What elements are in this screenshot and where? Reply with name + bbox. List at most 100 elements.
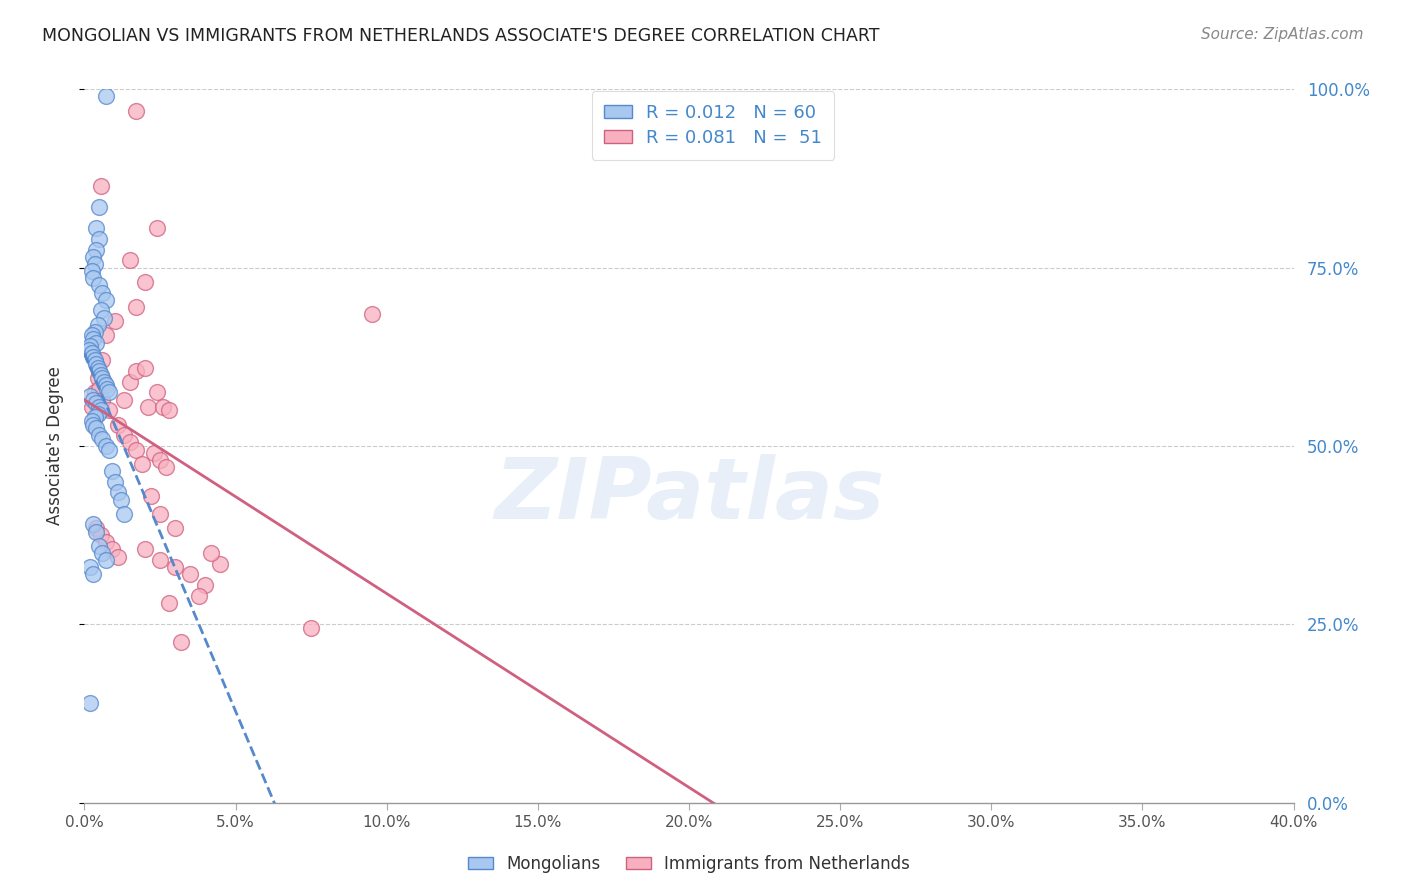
Point bbox=[200, 546, 222, 560]
Point bbox=[84, 325, 107, 339]
Point bbox=[179, 567, 201, 582]
Point bbox=[86, 524, 108, 539]
Point bbox=[139, 489, 162, 503]
Point bbox=[136, 400, 159, 414]
Point bbox=[82, 417, 104, 432]
Point bbox=[79, 560, 101, 574]
Point bbox=[188, 589, 211, 603]
Point bbox=[89, 428, 111, 442]
Point bbox=[91, 432, 114, 446]
Point bbox=[209, 557, 232, 571]
Point bbox=[97, 385, 120, 400]
Point bbox=[80, 400, 103, 414]
Point bbox=[80, 264, 103, 278]
Text: ZIPatlas: ZIPatlas bbox=[494, 454, 884, 538]
Point bbox=[155, 460, 177, 475]
Point bbox=[149, 453, 172, 467]
Point bbox=[90, 303, 112, 318]
Point bbox=[86, 221, 108, 235]
Point bbox=[86, 243, 108, 257]
Point bbox=[84, 385, 107, 400]
Point bbox=[91, 285, 114, 300]
Point bbox=[94, 535, 117, 549]
Text: Source: ZipAtlas.com: Source: ZipAtlas.com bbox=[1201, 27, 1364, 42]
Point bbox=[82, 271, 104, 285]
Point bbox=[82, 350, 104, 364]
Point bbox=[165, 521, 187, 535]
Point bbox=[94, 378, 117, 392]
Point bbox=[125, 300, 148, 314]
Point bbox=[125, 442, 148, 457]
Point bbox=[100, 464, 122, 478]
Point bbox=[93, 375, 115, 389]
Point bbox=[97, 442, 120, 457]
Point bbox=[112, 392, 135, 407]
Point bbox=[299, 621, 322, 635]
Legend: Mongolians, Immigrants from Netherlands: Mongolians, Immigrants from Netherlands bbox=[461, 848, 917, 880]
Point bbox=[142, 446, 165, 460]
Point bbox=[79, 339, 101, 353]
Point bbox=[146, 385, 169, 400]
Point bbox=[80, 346, 103, 360]
Point bbox=[165, 560, 187, 574]
Point bbox=[149, 553, 172, 567]
Point bbox=[107, 485, 129, 500]
Point bbox=[87, 360, 110, 375]
Point bbox=[125, 364, 148, 378]
Point bbox=[112, 507, 135, 521]
Point bbox=[131, 457, 153, 471]
Point bbox=[86, 521, 108, 535]
Point bbox=[84, 257, 107, 271]
Point bbox=[149, 507, 172, 521]
Point bbox=[87, 318, 110, 332]
Point bbox=[80, 328, 103, 343]
Point bbox=[170, 635, 193, 649]
Point bbox=[112, 428, 135, 442]
Point bbox=[77, 343, 100, 357]
Point bbox=[89, 364, 111, 378]
Point bbox=[90, 368, 112, 382]
Point bbox=[89, 278, 111, 293]
Point bbox=[194, 578, 217, 592]
Point bbox=[93, 310, 115, 325]
Point bbox=[134, 275, 156, 289]
Point bbox=[118, 375, 141, 389]
Point bbox=[79, 696, 101, 710]
Point bbox=[91, 546, 114, 560]
Point bbox=[94, 293, 117, 307]
Point bbox=[94, 89, 117, 103]
Point bbox=[89, 400, 111, 414]
Point bbox=[134, 542, 156, 557]
Point bbox=[89, 232, 111, 246]
Point bbox=[94, 553, 117, 567]
Point bbox=[82, 517, 104, 532]
Point bbox=[91, 371, 114, 385]
Point bbox=[87, 407, 110, 421]
Point bbox=[86, 335, 108, 350]
Point bbox=[360, 307, 382, 321]
Point bbox=[94, 439, 117, 453]
Point bbox=[82, 567, 104, 582]
Point bbox=[104, 314, 127, 328]
Point bbox=[134, 360, 156, 375]
Point bbox=[152, 400, 174, 414]
Point bbox=[87, 371, 110, 385]
Point bbox=[125, 103, 148, 118]
Point bbox=[86, 421, 108, 435]
Point bbox=[157, 403, 180, 417]
Point bbox=[86, 396, 108, 410]
Point bbox=[89, 539, 111, 553]
Point bbox=[96, 382, 118, 396]
Point bbox=[104, 475, 127, 489]
Point bbox=[90, 178, 112, 193]
Legend: R = 0.012   N = 60, R = 0.081   N =  51: R = 0.012 N = 60, R = 0.081 N = 51 bbox=[592, 91, 835, 160]
Point bbox=[82, 332, 104, 346]
Point bbox=[82, 250, 104, 264]
Point bbox=[157, 596, 180, 610]
Point bbox=[91, 392, 114, 407]
Y-axis label: Associate's Degree: Associate's Degree bbox=[45, 367, 63, 525]
Point bbox=[107, 417, 129, 432]
Point bbox=[84, 410, 107, 425]
Point bbox=[89, 382, 111, 396]
Point bbox=[100, 542, 122, 557]
